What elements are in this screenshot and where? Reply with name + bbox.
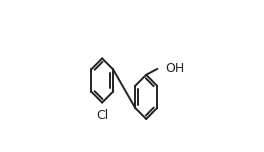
Text: OH: OH <box>166 62 185 75</box>
Text: Cl: Cl <box>96 109 108 123</box>
